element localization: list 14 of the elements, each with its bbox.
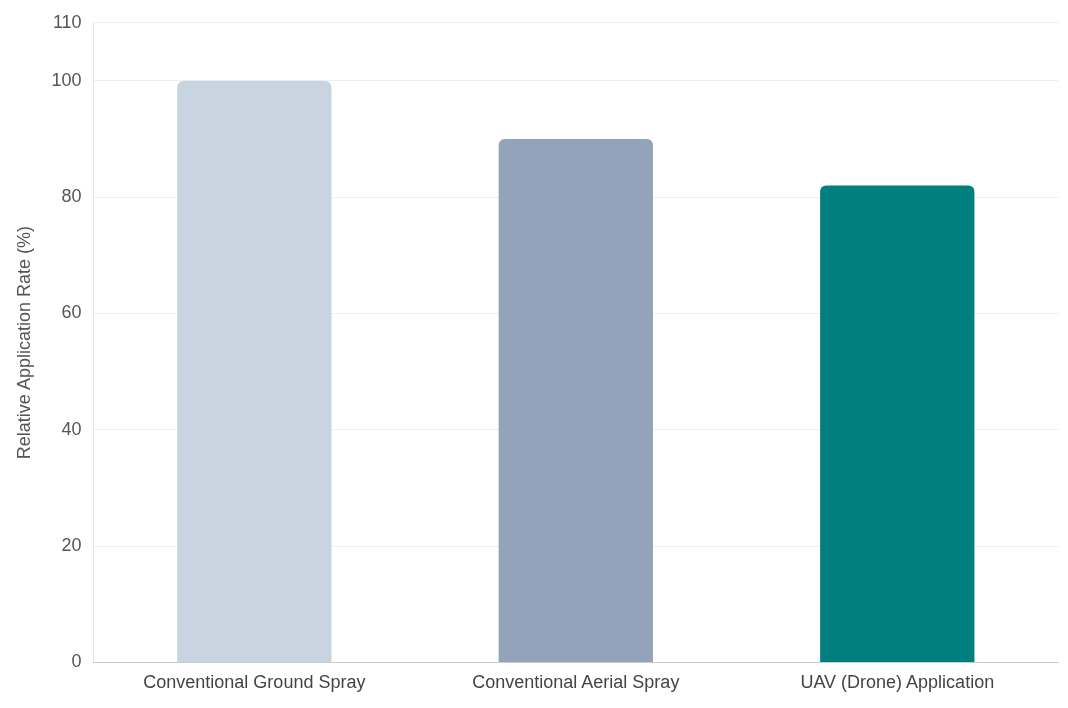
bar (820, 185, 975, 662)
bar (498, 139, 653, 662)
x-tick-label: Conventional Aerial Spray (472, 672, 680, 693)
x-tick-label: UAV (Drone) Application (800, 672, 995, 693)
y-tick-label: 100 (51, 69, 82, 90)
y-tick-label: 60 (61, 302, 82, 323)
y-tick-label: 110 (52, 11, 82, 32)
y-tick-label: 40 (61, 418, 82, 439)
y-axis-title: Relative Application Rate (%) (13, 226, 34, 460)
bar (177, 80, 332, 662)
y-tick-label: 80 (61, 186, 82, 207)
y-tick-label: 20 (61, 535, 82, 556)
x-tick-label: Conventional Ground Spray (143, 672, 366, 693)
y-tick-label: 0 (71, 651, 82, 672)
